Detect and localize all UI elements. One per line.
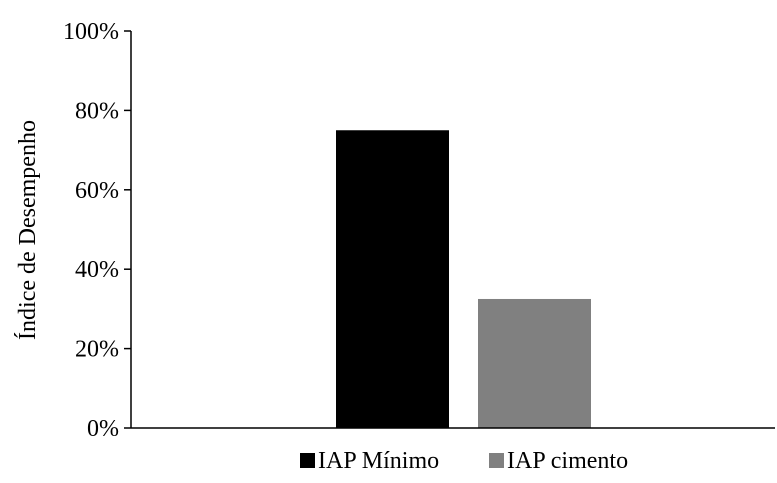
y-tick-label-0: 0% [87,416,119,442]
legend: IAP Mínimo IAP cimento [300,448,628,474]
bar-iap-m-nimo [336,130,449,428]
legend-label-1: IAP Mínimo [318,448,439,474]
bars [336,130,591,428]
y-tick-label-100: 100% [63,19,119,45]
y-tick-label-40: 40% [75,257,119,283]
y-axis-title: Índice de Desempenho [15,120,41,340]
y-tick-label-60: 60% [75,178,119,204]
y-axis-tick-labels: 0% 20% 40% 60% 80% 100% [63,19,119,442]
y-axis-ticks [124,30,131,429]
legend-swatch-2 [489,453,504,468]
legend-label-2: IAP cimento [507,448,628,474]
y-tick-label-80: 80% [75,98,119,124]
legend-swatch-1 [300,453,315,468]
bar-iap-cimento [478,298,591,428]
y-tick-label-20: 20% [75,337,119,363]
